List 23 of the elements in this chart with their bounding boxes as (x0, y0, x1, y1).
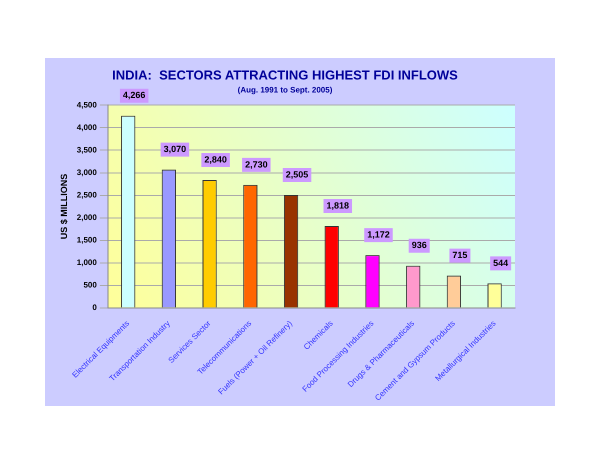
y-tick-label: 1,500 (76, 236, 98, 245)
data-label: 3,070 (164, 144, 186, 154)
data-label: 544 (493, 258, 508, 268)
y-tick-label: 4,500 (76, 100, 98, 110)
data-label: 2,840 (204, 154, 227, 164)
y-tick-label: 500 (83, 280, 98, 290)
y-tick-label: 3,500 (76, 145, 98, 154)
data-label: 4,266 (122, 90, 146, 100)
data-label: 1,818 (326, 200, 350, 210)
data-label: 715 (452, 250, 468, 260)
y-tick-label: 2,500 (76, 190, 98, 200)
y-tick-label: 4,000 (76, 122, 98, 132)
y-tick-label: 0 (92, 303, 98, 312)
y-tick-label: 3,000 (76, 168, 98, 177)
data-label: 2,730 (245, 159, 268, 170)
chart-title: INDIA: SECTORS ATTRACTING HIGHEST FDI INFLOWS (112, 67, 458, 82)
data-label: 2,505 (286, 170, 308, 180)
y-tick-label: 2,000 (76, 212, 98, 222)
y-axis-title: US $ MILLIONS (58, 174, 69, 240)
data-label: 936 (412, 240, 427, 250)
y-tick-label: 1,000 (76, 258, 98, 268)
chart-subtitle: (Aug. 1991 to Sept. 2005) (238, 86, 333, 95)
data-label: 1,172 (367, 230, 390, 240)
